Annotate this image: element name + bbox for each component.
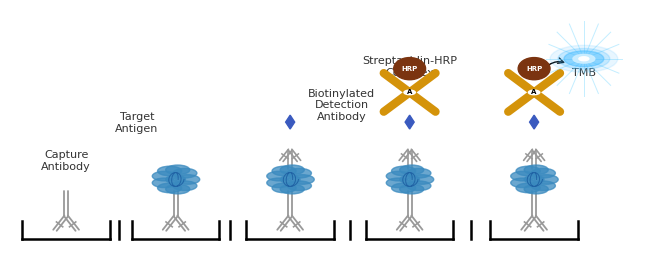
Circle shape: [280, 165, 304, 175]
Circle shape: [166, 176, 185, 183]
Circle shape: [531, 181, 555, 191]
Text: A: A: [407, 89, 412, 95]
Circle shape: [157, 183, 181, 193]
Text: Capture
Antibody: Capture Antibody: [41, 150, 91, 172]
Circle shape: [280, 176, 300, 183]
Circle shape: [573, 54, 595, 63]
Circle shape: [525, 176, 544, 183]
Circle shape: [404, 90, 415, 95]
Circle shape: [534, 175, 558, 184]
Text: HRP: HRP: [402, 66, 418, 72]
Circle shape: [528, 90, 539, 95]
Circle shape: [407, 168, 431, 178]
Circle shape: [407, 181, 431, 191]
Ellipse shape: [394, 57, 426, 80]
Circle shape: [280, 184, 304, 194]
Circle shape: [511, 171, 535, 181]
Circle shape: [272, 166, 296, 176]
Circle shape: [564, 51, 604, 67]
Circle shape: [287, 168, 311, 178]
Circle shape: [287, 181, 311, 191]
Text: HRP: HRP: [526, 66, 542, 72]
Circle shape: [290, 175, 314, 184]
Text: Target
Antigen: Target Antigen: [115, 112, 159, 134]
Circle shape: [173, 168, 197, 178]
Circle shape: [400, 184, 424, 194]
Circle shape: [511, 178, 535, 188]
Circle shape: [550, 45, 618, 72]
Circle shape: [166, 184, 190, 194]
Circle shape: [579, 57, 589, 61]
Circle shape: [558, 48, 610, 69]
Circle shape: [400, 176, 419, 183]
Circle shape: [166, 165, 190, 175]
Circle shape: [386, 171, 410, 181]
Text: TMB: TMB: [572, 68, 596, 77]
Circle shape: [152, 178, 176, 188]
Circle shape: [272, 183, 296, 193]
Circle shape: [516, 183, 540, 193]
Circle shape: [531, 168, 555, 178]
Circle shape: [386, 178, 410, 188]
Ellipse shape: [518, 57, 550, 80]
Polygon shape: [530, 115, 539, 129]
Circle shape: [152, 171, 176, 181]
Circle shape: [400, 165, 424, 175]
Circle shape: [410, 175, 434, 184]
Circle shape: [176, 175, 200, 184]
Polygon shape: [405, 115, 414, 129]
Circle shape: [516, 166, 540, 176]
Circle shape: [157, 166, 181, 176]
Text: A: A: [532, 89, 537, 95]
Text: Biotinylated
Detection
Antibody: Biotinylated Detection Antibody: [308, 89, 376, 122]
Polygon shape: [285, 115, 294, 129]
Circle shape: [391, 183, 415, 193]
Circle shape: [266, 171, 291, 181]
Circle shape: [524, 184, 548, 194]
Circle shape: [524, 165, 548, 175]
Circle shape: [173, 181, 197, 191]
Text: Streptavidin-HRP
Complex: Streptavidin-HRP Complex: [362, 56, 457, 77]
Circle shape: [391, 166, 415, 176]
Circle shape: [266, 178, 291, 188]
